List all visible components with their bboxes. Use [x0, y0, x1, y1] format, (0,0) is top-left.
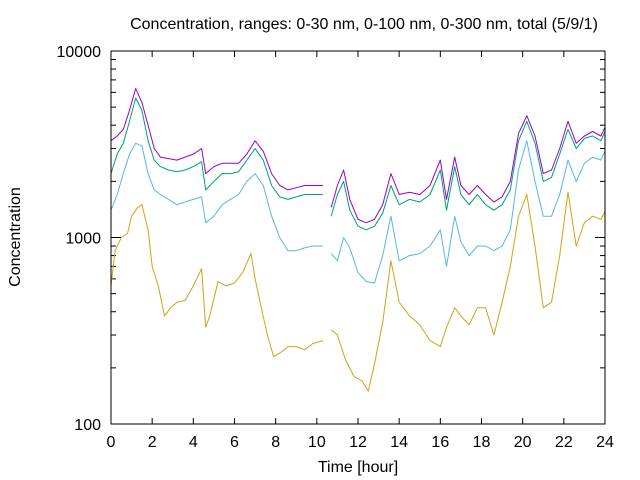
x-tick-label: 6: [230, 434, 239, 451]
series-line-0: [110, 191, 606, 392]
x-tick-label: 8: [271, 434, 280, 451]
plot-frame: [110, 50, 606, 425]
x-tick-label: 4: [189, 434, 198, 451]
x-tick-label: 14: [390, 434, 408, 451]
x-tick-label: 10: [308, 434, 326, 451]
x-tick-label: 18: [473, 434, 491, 451]
x-tick-label: 24: [596, 434, 614, 451]
y-tick-label: 10000: [57, 44, 102, 61]
x-tick-label: 0: [107, 434, 116, 451]
x-axis-label: Time [hour]: [318, 459, 398, 476]
x-tick-label: 16: [431, 434, 449, 451]
series-line-2: [110, 97, 606, 231]
x-tick-label: 22: [555, 434, 573, 451]
x-tick-label: 2: [148, 434, 157, 451]
chart-title: Concentration, ranges: 0-30 nm, 0-100 nm…: [130, 16, 598, 33]
series-line-1: [110, 140, 606, 284]
x-tick-label: 12: [349, 434, 367, 451]
series-line-3: [110, 87, 606, 224]
x-tick-label: 20: [514, 434, 532, 451]
y-tick-label: 1000: [65, 231, 101, 248]
y-tick-label: 100: [74, 417, 101, 434]
y-axis-label: Concentration: [7, 187, 24, 287]
series-group: [110, 87, 606, 392]
